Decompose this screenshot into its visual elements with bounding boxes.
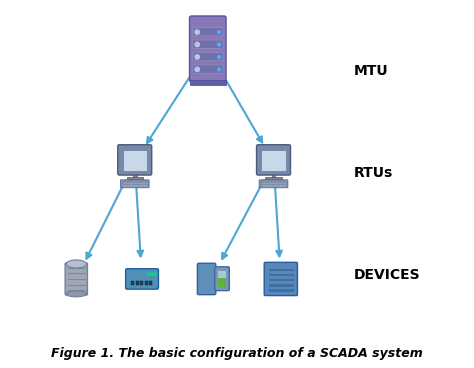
Ellipse shape xyxy=(66,291,86,297)
FancyBboxPatch shape xyxy=(264,262,298,296)
FancyBboxPatch shape xyxy=(197,263,216,295)
FancyBboxPatch shape xyxy=(192,65,223,73)
Bar xyxy=(190,80,226,85)
Bar xyxy=(219,278,226,287)
Bar xyxy=(145,281,147,285)
Circle shape xyxy=(218,31,220,33)
Bar xyxy=(131,281,134,285)
Circle shape xyxy=(148,273,150,275)
Text: Figure 1. The basic configuration of a SCADA system: Figure 1. The basic configuration of a S… xyxy=(51,347,423,360)
Circle shape xyxy=(155,273,156,275)
FancyBboxPatch shape xyxy=(190,16,226,82)
Bar xyxy=(133,171,137,178)
Circle shape xyxy=(218,43,220,46)
Bar xyxy=(140,281,143,285)
Bar xyxy=(127,177,143,180)
FancyBboxPatch shape xyxy=(256,145,291,175)
FancyBboxPatch shape xyxy=(215,267,229,291)
Bar xyxy=(268,283,294,287)
Bar xyxy=(272,171,275,178)
Bar xyxy=(268,268,294,271)
FancyBboxPatch shape xyxy=(192,28,223,36)
FancyBboxPatch shape xyxy=(65,263,87,295)
Circle shape xyxy=(151,273,154,275)
Bar xyxy=(261,150,286,171)
Text: RTUs: RTUs xyxy=(354,166,393,180)
Circle shape xyxy=(218,56,220,59)
Bar xyxy=(265,177,282,180)
Circle shape xyxy=(218,68,220,71)
Bar xyxy=(268,278,294,282)
Circle shape xyxy=(195,67,200,71)
Circle shape xyxy=(195,42,200,47)
Bar xyxy=(268,288,294,291)
Text: DEVICES: DEVICES xyxy=(354,268,420,282)
Text: MTU: MTU xyxy=(354,64,389,78)
Bar xyxy=(122,150,147,171)
Circle shape xyxy=(195,30,200,34)
FancyBboxPatch shape xyxy=(192,53,223,61)
FancyBboxPatch shape xyxy=(126,269,158,289)
FancyBboxPatch shape xyxy=(120,180,149,188)
FancyBboxPatch shape xyxy=(259,180,288,188)
Circle shape xyxy=(195,55,200,59)
Bar xyxy=(136,281,139,285)
Bar xyxy=(268,273,294,276)
FancyBboxPatch shape xyxy=(192,40,223,48)
Bar xyxy=(218,271,227,287)
Bar xyxy=(149,281,152,285)
FancyBboxPatch shape xyxy=(118,145,152,175)
Ellipse shape xyxy=(66,260,86,268)
